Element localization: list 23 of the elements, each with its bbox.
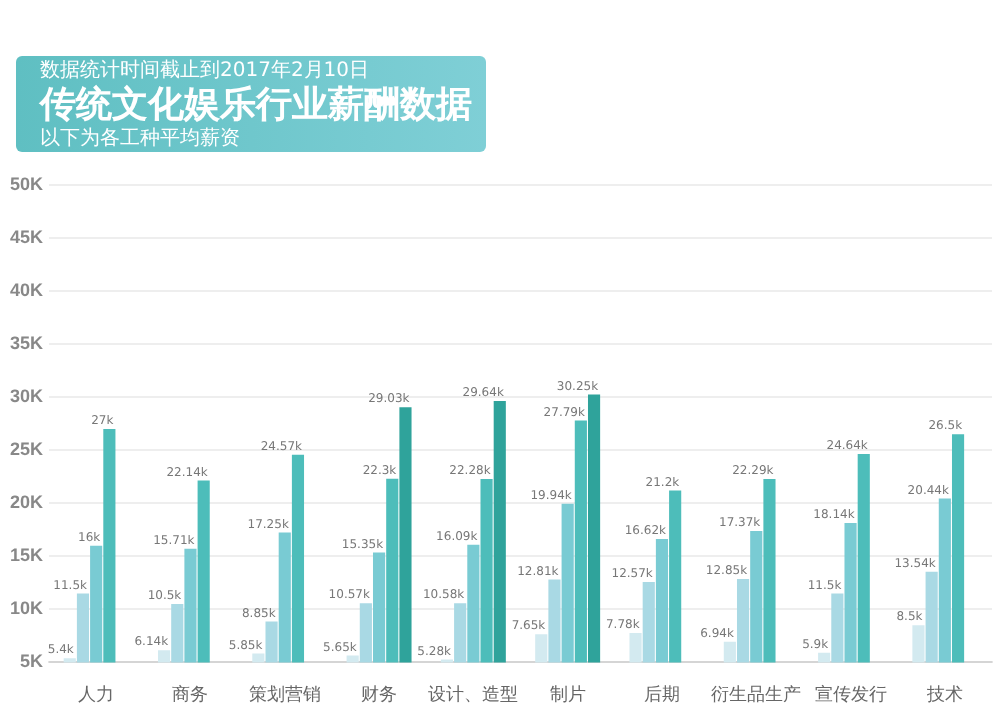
y-tick-label: 40K — [9, 279, 45, 300]
y-tick-label: 25K — [9, 439, 45, 460]
y-tick-label: 10K — [9, 598, 45, 619]
y-tick-label: 15K — [9, 545, 45, 566]
text: 以下为各工种平均薪资 — [40, 128, 242, 150]
chart-subtitle: 数据统计时间截止到2017年2月10日 — [40, 57, 372, 84]
x-tick-label: 衍生品生产 — [711, 684, 802, 705]
y-tick-label: 5K — [19, 651, 44, 672]
x-tick-label: 宣传发行 — [814, 684, 887, 705]
x-tick-label: 商务 — [172, 684, 209, 705]
y-tick-label: 30K — [9, 386, 45, 407]
x-tick-label: 后期 — [643, 684, 680, 705]
chart-title: 传统文化娱乐行业薪酬数据 — [40, 84, 474, 127]
x-tick-label: 财务 — [361, 684, 398, 705]
x-tick-label: 人力 — [78, 684, 115, 705]
y-tick-label: 50K — [9, 173, 45, 194]
y-tick-label: 35K — [9, 332, 45, 353]
y-tick-label: 20K — [9, 492, 45, 513]
x-tick-label: 制片 — [549, 684, 586, 705]
x-tick-label: 策划营销 — [248, 684, 321, 705]
y-tick-label: 45K — [9, 226, 45, 247]
x-tick-label: 技术 — [924, 684, 963, 705]
x-tick-label: 设计、造型 — [428, 684, 519, 705]
